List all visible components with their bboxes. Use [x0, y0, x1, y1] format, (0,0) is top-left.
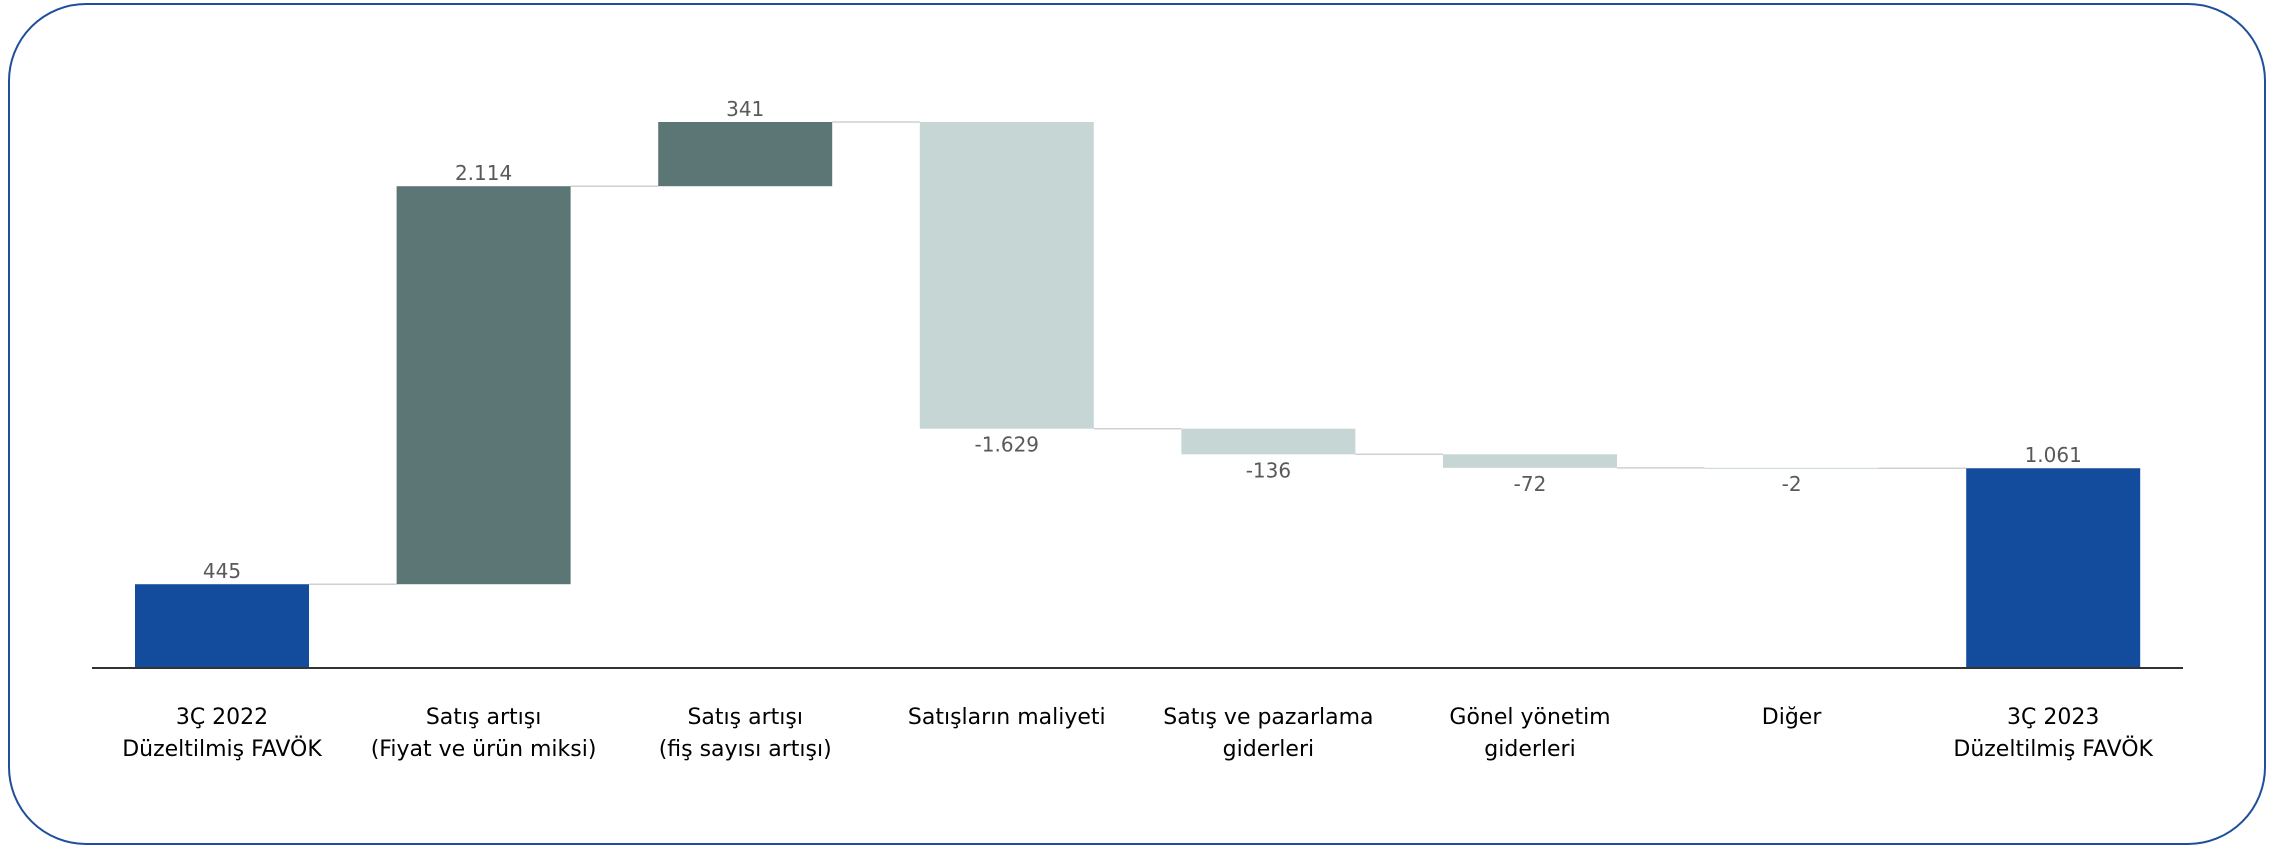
category-label-5-line-1: Satış ve pazarlama	[1163, 705, 1373, 730]
bars	[135, 122, 2141, 668]
category-label-6-line-2: giderleri	[1484, 737, 1575, 762]
value-label-6: -72	[1514, 472, 1547, 496]
bar-8	[1966, 468, 2141, 668]
bar-4	[919, 122, 1094, 429]
category-label-6-line-1: Gönel yönetim	[1449, 705, 1610, 730]
category-label-1-line-1: 3Ç 2022	[176, 705, 268, 730]
value-label-3: 341	[726, 97, 764, 121]
category-label-2-line-1: Satış artışı	[426, 705, 541, 730]
value-label-8: 1.061	[2025, 443, 2082, 467]
category-label-8-line-2: Düzeltilmiş FAVÖK	[1953, 736, 2153, 762]
category-label-4-line-1: Satışların maliyeti	[908, 705, 1106, 730]
bar-5	[1181, 428, 1356, 455]
category-label-3-line-1: Satış artışı	[687, 705, 802, 730]
category-label-3-line-2: (fiş sayısı artışı)	[659, 737, 832, 762]
bar-2	[396, 186, 571, 585]
value-labels: 445 2.114 341 -1.629 -136 -72 -2 1.061	[203, 97, 2082, 583]
bar-3	[658, 122, 833, 187]
bar-1	[135, 584, 309, 668]
connector-lines	[309, 121, 1967, 585]
category-label-5-line-2: giderleri	[1223, 737, 1314, 762]
category-label-8-line-1: 3Ç 2023	[2007, 705, 2099, 730]
value-label-5: -136	[1246, 458, 1291, 482]
chart-frame	[8, 3, 2266, 845]
value-label-1: 445	[203, 559, 241, 583]
category-label-7-line-1: Diğer	[1762, 705, 1823, 730]
category-labels: 3Ç 2022 Düzeltilmiş FAVÖK Satış artışı (Fiy…	[122, 705, 2153, 762]
category-label-2-line-2: (Fiyat ve ürün miksi)	[371, 737, 597, 762]
value-label-2: 2.114	[455, 161, 512, 185]
bar-6	[1443, 454, 1617, 468]
category-label-1-line-2: Düzeltilmiş FAVÖK	[122, 736, 322, 762]
bar-7	[1704, 467, 1879, 469]
value-label-4: -1.629	[975, 433, 1039, 457]
value-label-7: -2	[1782, 472, 1802, 496]
